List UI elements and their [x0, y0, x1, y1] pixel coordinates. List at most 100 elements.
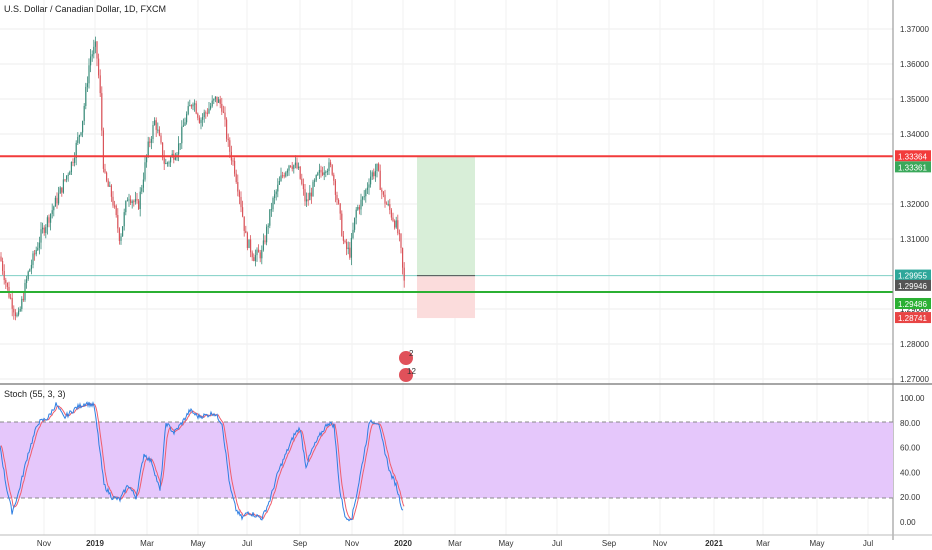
candle-body [232, 160, 234, 162]
candle-body [389, 204, 391, 211]
time-axis-tick-label: Jul [863, 539, 873, 548]
candle-body [341, 213, 343, 236]
candle-body [330, 162, 332, 165]
candle-body [371, 172, 373, 177]
candle-body [248, 239, 250, 248]
candle-body [246, 233, 248, 248]
candle-body [338, 199, 340, 204]
candle-body [306, 199, 308, 202]
event-marker-label-2: 12 [407, 367, 416, 376]
candle-body [267, 225, 269, 227]
candle-body [131, 201, 133, 203]
candles [0, 36, 405, 321]
candle-body [320, 169, 322, 173]
price-tag-label: 1.29486 [898, 300, 927, 309]
candle-body [227, 138, 229, 141]
stop-zone[interactable] [417, 275, 475, 319]
candle-body [80, 132, 82, 136]
candle-body [274, 194, 276, 199]
candle-body [18, 310, 20, 315]
candle-body [154, 120, 156, 126]
candle-body [293, 165, 295, 169]
candle-body [224, 112, 226, 120]
candle-body [74, 158, 76, 163]
event-marker-icon-2[interactable] [399, 368, 413, 382]
price-axis-tick-label: 1.27000 [900, 375, 929, 384]
candle-body [213, 99, 215, 101]
candle-body [194, 103, 196, 105]
candle-body [202, 117, 204, 120]
candle-body [10, 297, 12, 299]
candle-body [136, 199, 138, 201]
candle-body [261, 249, 263, 259]
candle-body [310, 192, 312, 197]
candle-body [286, 170, 288, 173]
price-tag [895, 269, 931, 281]
price-tag [895, 297, 931, 309]
candle-body [142, 179, 144, 188]
candle-body [291, 166, 293, 169]
candle-body [3, 271, 5, 281]
time-axis-tick-label: Mar [448, 539, 462, 548]
price-axis-tick-label: 1.35000 [900, 95, 929, 104]
candle-body [346, 242, 348, 249]
candle-body [235, 173, 237, 183]
candle-body [309, 192, 311, 201]
time-axis-tick-label: 2021 [705, 539, 723, 548]
target-zone[interactable] [417, 156, 475, 276]
candle-body [342, 235, 344, 241]
time-axis-tick-label: 2019 [86, 539, 104, 548]
candle-body [139, 191, 141, 210]
candle-body [130, 199, 132, 203]
candle-body [386, 203, 388, 205]
candle-body [163, 157, 165, 164]
candle-body [259, 252, 261, 259]
price-tag [895, 150, 931, 162]
candle-body [117, 215, 119, 229]
candle-body [99, 75, 101, 94]
candle-body [256, 249, 258, 256]
price-axis-tick-label: 1.29000 [900, 305, 929, 314]
candle-body [114, 205, 116, 207]
candle-body [298, 166, 300, 169]
event-marker-icon[interactable] [399, 351, 413, 365]
candle-body [64, 179, 66, 181]
candle-body [262, 240, 264, 250]
candle-body [192, 104, 194, 107]
candle-body [397, 220, 399, 234]
candle-body [307, 199, 309, 201]
candle-body [278, 180, 280, 185]
price-axis-tick-label: 1.34000 [900, 130, 929, 139]
candle-body [238, 191, 240, 197]
event-markers[interactable]: 2 12 [399, 349, 416, 382]
candle-body [314, 180, 316, 182]
candle-body [333, 174, 335, 181]
candle-body [179, 143, 181, 145]
time-axis-tick-label: 2020 [394, 539, 412, 548]
candle-body [336, 194, 338, 200]
candle-body [125, 201, 127, 213]
candle-body [315, 175, 317, 181]
candle-body [362, 197, 364, 200]
candle-body [251, 252, 253, 258]
candle-body [149, 141, 151, 143]
candle-body [379, 170, 381, 190]
candle-body [147, 141, 149, 156]
candle-body [2, 260, 4, 272]
candle-body [165, 163, 167, 165]
candle-body [0, 256, 2, 261]
candle-body [376, 163, 378, 171]
price-axis-tick-label: 1.37000 [900, 25, 929, 34]
candle-body [120, 236, 122, 241]
candle-body [181, 126, 183, 144]
stoch-axis-tick-label: 0.00 [900, 518, 916, 527]
candle-body [146, 155, 148, 163]
candle-body [275, 191, 277, 195]
candle-body [184, 122, 186, 126]
candle-body [350, 237, 352, 258]
candle-body [118, 228, 120, 241]
price-tag-label: 1.29946 [898, 282, 927, 291]
candle-body [326, 170, 328, 172]
stoch-axis-tick-label: 20.00 [900, 493, 921, 502]
